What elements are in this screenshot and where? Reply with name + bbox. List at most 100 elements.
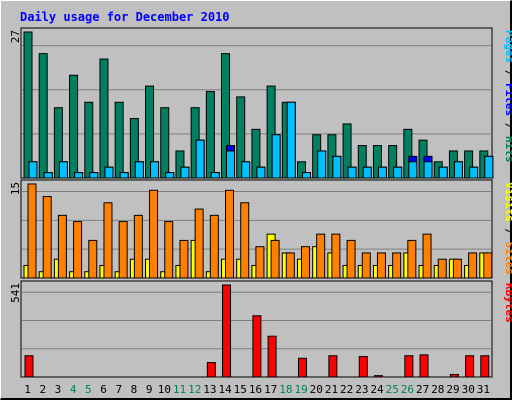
bar-kbytes-day-14: [222, 284, 232, 378]
bar-pages-day-26: [408, 161, 418, 179]
legend-part: Sites: [503, 242, 512, 275]
bar-sites-day-11: [179, 239, 189, 279]
day-label-5: 5: [85, 383, 92, 396]
bar-hits-day-4: [69, 74, 79, 179]
bar-pages-day-8: [134, 161, 144, 179]
bar-kbytes-day-30: [465, 355, 475, 378]
legend-part: Hits: [503, 136, 512, 163]
bar-sites-day-15: [240, 202, 250, 279]
bar-sites-day-12: [194, 208, 204, 279]
day-label-28: 28: [431, 383, 444, 396]
legend-part: /: [503, 63, 512, 83]
bar-pages-day-23: [362, 166, 372, 179]
bar-sites-day-19: [300, 246, 310, 279]
bar-sites-day-20: [316, 233, 326, 279]
bar-sites-day-16: [255, 246, 265, 279]
bar-hits-day-17: [266, 85, 276, 179]
bar-hits-day-16: [251, 128, 261, 179]
legend-part: Pages: [503, 30, 512, 63]
legend-part: /: [503, 116, 512, 136]
day-label-30: 30: [462, 383, 475, 396]
bar-pages-day-13: [210, 172, 220, 179]
day-label-29: 29: [446, 383, 459, 396]
bar-hits-day-14: [221, 53, 231, 179]
legend-part: Files: [503, 83, 512, 116]
bar-hits-day-13: [205, 90, 215, 179]
bar-pages-day-21: [332, 155, 342, 179]
bar-hits-day-25: [388, 145, 398, 179]
y-max-label-visits-sites: 15: [9, 182, 22, 195]
bar-kbytes-day-26: [404, 355, 414, 378]
bar-hits-day-30: [464, 150, 474, 179]
bar-sites-day-13: [209, 214, 219, 279]
bar-pages-day-25: [393, 166, 403, 179]
bar-kbytes-day-1: [24, 355, 34, 378]
legend-visits-sites: Visits / Sites: [503, 182, 512, 275]
bar-kbytes-day-21: [328, 355, 338, 378]
bar-pages-day-19: [301, 172, 311, 179]
bar-pages-day-27: [423, 161, 433, 179]
bar-sites-day-2: [42, 196, 52, 279]
bar-sites-day-4: [73, 221, 83, 279]
bar-hits-day-11: [175, 150, 185, 179]
bar-sites-day-7: [118, 221, 128, 279]
bar-pages-day-17: [271, 134, 281, 179]
day-label-25: 25: [386, 383, 399, 396]
bar-hits-day-6: [99, 58, 109, 179]
day-label-4: 4: [70, 383, 77, 396]
bar-pages-day-15: [241, 161, 251, 179]
legend-part: Visits: [503, 182, 512, 222]
bar-kbytes-day-23: [358, 356, 368, 378]
day-label-12: 12: [188, 383, 201, 396]
bar-kbytes-day-17: [267, 335, 277, 378]
bar-sites-day-6: [103, 202, 113, 279]
bar-pages-day-7: [119, 172, 129, 179]
day-label-10: 10: [158, 383, 171, 396]
bar-pages-day-24: [377, 166, 387, 179]
bar-hits-day-5: [84, 101, 94, 179]
bar-sites-day-10: [164, 221, 174, 279]
day-label-24: 24: [370, 383, 384, 396]
bar-pages-day-3: [58, 161, 68, 179]
bar-sites-day-3: [57, 214, 67, 279]
bar-hits-day-19: [296, 161, 306, 179]
day-label-3: 3: [55, 383, 62, 396]
bar-pages-day-4: [74, 172, 84, 179]
bar-pages-day-1: [28, 161, 38, 179]
bar-hits-day-7: [114, 101, 124, 179]
bar-kbytes-day-27: [419, 354, 429, 378]
bar-sites-day-26: [407, 239, 417, 279]
day-label-21: 21: [325, 383, 338, 396]
day-label-11: 11: [173, 383, 186, 396]
legend-part: /: [503, 222, 512, 242]
bar-sites-day-5: [88, 239, 98, 279]
bar-kbytes-day-24: [373, 375, 383, 378]
legend-kbytes: KBytes: [503, 283, 512, 323]
day-label-31: 31: [477, 383, 490, 396]
day-label-1: 1: [24, 383, 31, 396]
day-label-2: 2: [39, 383, 46, 396]
bar-pages-day-16: [256, 166, 266, 179]
day-label-17: 17: [264, 383, 277, 396]
day-label-13: 13: [203, 383, 216, 396]
bar-sites-day-28: [437, 258, 447, 279]
bar-pages-day-5: [89, 172, 99, 179]
bar-hits-day-26: [403, 128, 413, 179]
day-label-8: 8: [131, 383, 138, 396]
day-label-20: 20: [310, 383, 323, 396]
day-label-23: 23: [355, 383, 368, 396]
bar-sites-day-14: [225, 189, 235, 279]
bar-pages-day-12: [195, 139, 205, 179]
bar-pages-day-30: [469, 166, 479, 179]
bar-pages-day-2: [43, 172, 53, 179]
bar-hits-day-9: [145, 85, 155, 179]
bar-sites-day-29: [452, 258, 462, 279]
bar-hits-day-1: [23, 31, 33, 179]
bar-hits-day-8: [129, 118, 139, 179]
day-label-19: 19: [294, 383, 307, 396]
day-label-27: 27: [416, 383, 429, 396]
day-label-22: 22: [340, 383, 353, 396]
bar-sites-day-22: [346, 239, 356, 279]
bar-pages-day-14: [226, 150, 236, 179]
